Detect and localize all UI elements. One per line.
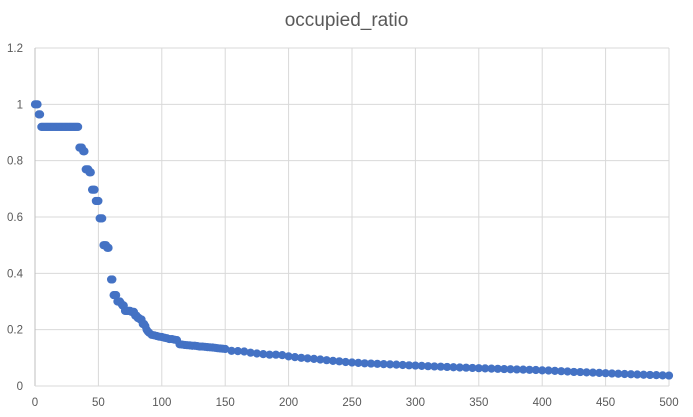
y-tick-label: 0.4 xyxy=(7,268,24,280)
x-tick-label: 100 xyxy=(152,397,171,409)
y-tick-label: 0.8 xyxy=(7,156,23,168)
x-tick-label: 50 xyxy=(92,397,105,409)
data-point xyxy=(80,147,89,156)
x-tick-label: 150 xyxy=(216,397,235,409)
x-tick-label: 500 xyxy=(659,397,678,409)
data-point xyxy=(104,243,113,252)
data-point xyxy=(664,371,674,380)
data-point xyxy=(98,214,107,223)
x-tick-label: 250 xyxy=(342,397,361,409)
tick-labels: 0 0.2 0.4 0.6 0.8 1 1.2 0 50 100 150 200 250 300 350 40… xyxy=(7,43,679,409)
y-tick-label: 1 xyxy=(17,99,23,111)
gridlines xyxy=(35,47,670,387)
x-tick-label: 450 xyxy=(596,397,615,409)
data-point xyxy=(86,168,95,177)
y-tick-label: 0.2 xyxy=(7,325,23,337)
x-tick-label: 400 xyxy=(533,397,552,409)
data-point xyxy=(35,110,45,119)
data-point xyxy=(90,185,99,194)
y-tick-label: 0.6 xyxy=(7,212,23,224)
x-tick-label: 350 xyxy=(469,397,488,409)
data-point xyxy=(108,275,117,284)
x-tick-label: 0 xyxy=(32,397,38,409)
data-point xyxy=(74,122,83,131)
data-point xyxy=(94,196,103,206)
chart-title: occupied_ratio xyxy=(284,10,409,31)
data-points xyxy=(30,100,674,380)
data-point xyxy=(33,100,42,109)
y-tick-label: 1.2 xyxy=(7,43,23,55)
y-tick-label: 0 xyxy=(17,381,23,393)
x-tick-label: 300 xyxy=(406,397,425,409)
x-tick-label: 200 xyxy=(279,397,298,409)
